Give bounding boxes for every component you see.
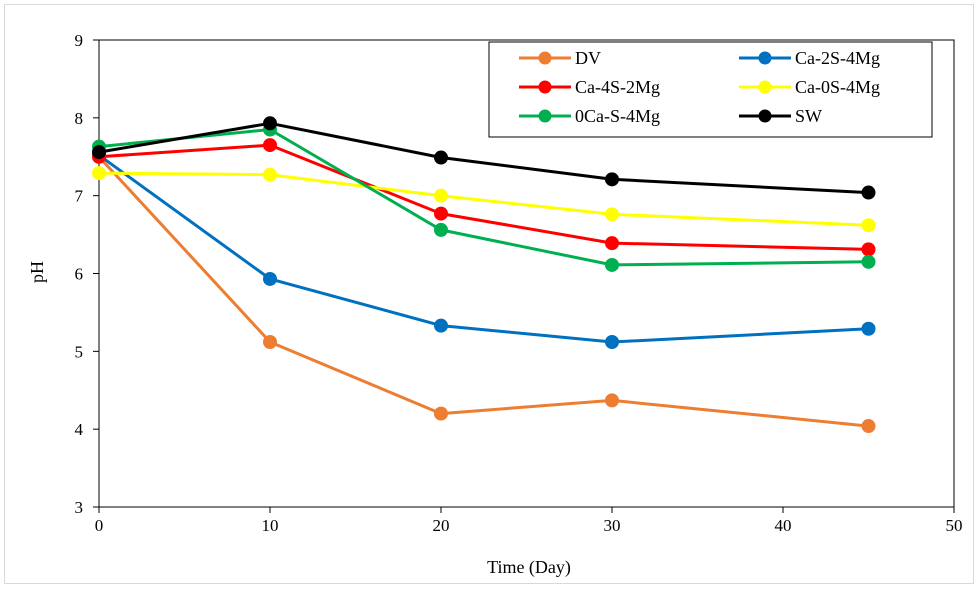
series-line (97, 155, 869, 428)
series-ca-0s-4mg (92, 166, 876, 233)
legend-item: 0Ca-S-4Mg (519, 106, 660, 126)
data-point (263, 167, 277, 182)
legend-item: Ca-2S-4Mg (739, 48, 880, 68)
series-sw (92, 116, 876, 200)
series-ca-2s-4mg (92, 148, 876, 349)
legend-label: Ca-2S-4Mg (795, 48, 880, 68)
legend-item: DV (519, 48, 601, 68)
legend-label: Ca-0S-4Mg (795, 77, 880, 97)
data-point (605, 236, 619, 251)
data-point (605, 172, 619, 187)
data-point (605, 334, 619, 349)
legend-item: SW (739, 106, 822, 126)
y-tick-label: 5 (75, 342, 84, 361)
y-tick-label: 8 (75, 109, 84, 128)
chart-frame: 3 4 5 6 7 8 9 0 10 20 30 40 50 DV Ca-2S-4Mg Ca-4S-2Mg C… (4, 4, 974, 584)
x-tick-label: 10 (262, 516, 279, 535)
legend-label: SW (795, 106, 822, 126)
data-point (861, 254, 876, 269)
data-point (434, 188, 448, 203)
data-point (434, 150, 448, 165)
x-tick-label: 50 (946, 516, 963, 535)
y-axis-title: pH (27, 261, 47, 283)
data-point (605, 393, 619, 408)
data-point (434, 206, 448, 221)
data-point (434, 318, 448, 333)
data-point (92, 145, 106, 160)
legend-item: Ca-4S-2Mg (519, 77, 660, 97)
data-point (434, 222, 448, 237)
legend-swatch-marker (538, 80, 552, 94)
legend-item: Ca-0S-4Mg (739, 77, 880, 97)
data-point (861, 419, 876, 434)
axes: 3 4 5 6 7 8 9 0 10 20 30 40 50 (75, 31, 963, 535)
data-point (263, 334, 277, 349)
legend-label: DV (575, 48, 601, 68)
y-tick-label: 4 (75, 420, 84, 439)
data-point (263, 116, 277, 131)
legend-swatch-marker (538, 51, 552, 65)
legend-label: 0Ca-S-4Mg (575, 106, 660, 126)
data-point (861, 321, 876, 336)
series-0ca-s-4mg (92, 122, 876, 272)
y-tick-label: 3 (75, 498, 84, 517)
legend-swatch-marker (538, 109, 552, 123)
data-point (434, 406, 448, 421)
legend: DV Ca-2S-4Mg Ca-4S-2Mg Ca-0S-4Mg 0Ca-S-4Mg SW (488, 41, 933, 138)
data-point (263, 271, 277, 286)
series-ca-4s-2mg (92, 138, 876, 257)
series-line (98, 143, 869, 251)
series-line (98, 153, 869, 344)
x-tick-label: 30 (604, 516, 621, 535)
legend-label: Ca-4S-2Mg (575, 77, 660, 97)
x-tick-label: 40 (775, 516, 792, 535)
y-tick-label: 6 (75, 265, 84, 284)
x-axis-title: Time (Day) (487, 557, 571, 578)
y-tick-label: 7 (75, 187, 84, 206)
legend-swatch-marker (758, 51, 772, 65)
y-tick-label: 9 (75, 31, 84, 50)
data-point (605, 257, 619, 272)
x-tick-label: 0 (95, 516, 104, 535)
data-point (861, 242, 876, 257)
series-dv (92, 149, 876, 434)
data-point (263, 138, 277, 153)
x-tick-label: 20 (433, 516, 450, 535)
data-point (861, 218, 876, 233)
legend-swatch-marker (758, 80, 772, 94)
line-chart: 3 4 5 6 7 8 9 0 10 20 30 40 50 DV Ca-2S-4Mg Ca-4S-2Mg C… (27, 31, 963, 578)
series-layer (92, 116, 876, 434)
legend-swatch-marker (758, 109, 772, 123)
data-point (92, 166, 106, 181)
series-line (98, 171, 869, 227)
data-point (861, 185, 876, 200)
data-point (605, 207, 619, 222)
